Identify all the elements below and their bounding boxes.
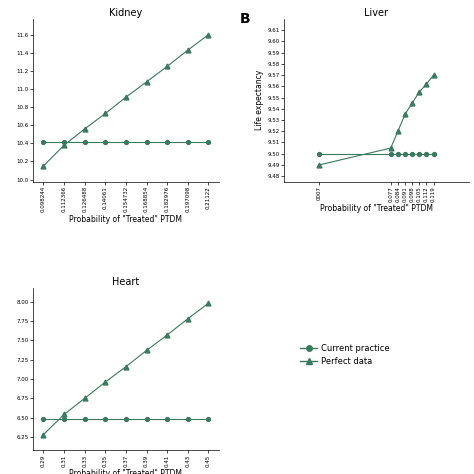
Y-axis label: Life expectancy: Life expectancy (255, 70, 264, 130)
Title: Kidney: Kidney (109, 8, 143, 18)
Legend: Current practice, Perfect data: Current practice, Perfect data (297, 340, 393, 369)
X-axis label: Probability of "Treated" PTDM: Probability of "Treated" PTDM (320, 204, 433, 213)
Title: Heart: Heart (112, 277, 139, 287)
X-axis label: Probability of "Treated" PTDM: Probability of "Treated" PTDM (70, 215, 182, 224)
Text: B: B (239, 12, 250, 26)
X-axis label: Probability of "Treated" PTDM: Probability of "Treated" PTDM (70, 469, 182, 474)
Title: Liver: Liver (365, 8, 389, 18)
